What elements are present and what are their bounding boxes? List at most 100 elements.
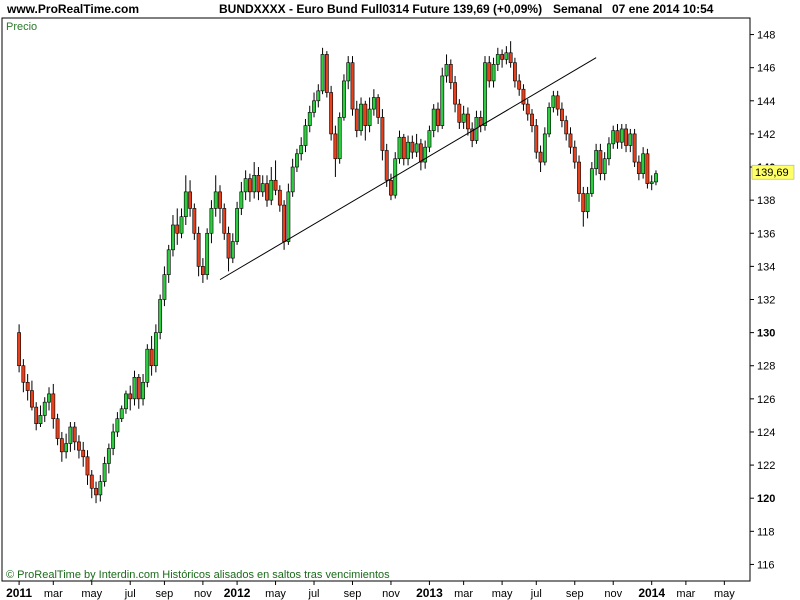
candle — [500, 49, 504, 68]
candle — [615, 123, 620, 149]
candle — [179, 208, 184, 239]
candle-body — [192, 208, 197, 234]
candle-body — [542, 133, 547, 163]
candle — [192, 203, 197, 240]
candle-body — [256, 175, 261, 193]
candle — [333, 125, 338, 177]
candle — [153, 324, 158, 373]
candle — [641, 147, 646, 179]
candle — [188, 180, 192, 217]
y-tick-label: 136 — [757, 228, 775, 240]
candle — [628, 128, 633, 153]
x-tick-label: mar — [44, 588, 63, 600]
candle-body — [295, 153, 299, 168]
candle — [589, 162, 594, 197]
candle — [427, 125, 432, 153]
x-tick-label: jul — [530, 588, 542, 600]
site-name[interactable]: www.ProRealTime.com — [7, 2, 140, 16]
candle-body — [68, 426, 73, 444]
candle — [248, 173, 252, 202]
x-tick-label: sep — [156, 588, 174, 600]
candle — [513, 57, 517, 88]
candle-body — [265, 183, 269, 201]
y-tick-label: 146 — [757, 63, 775, 75]
candle-body — [478, 117, 483, 126]
candle-body — [218, 191, 222, 209]
candle-body — [641, 153, 646, 174]
candle — [350, 56, 355, 116]
candle — [149, 335, 154, 376]
candle — [158, 294, 163, 340]
candle — [645, 148, 650, 189]
candle — [25, 374, 30, 401]
candle-body — [124, 393, 128, 410]
candle — [64, 433, 69, 459]
candle-body — [354, 108, 359, 131]
candle — [363, 100, 368, 141]
candle — [316, 84, 321, 108]
candle-body — [260, 183, 265, 193]
candle-body — [286, 191, 291, 242]
candle — [354, 100, 359, 138]
candle-body — [645, 153, 650, 184]
candle-body — [457, 103, 462, 123]
candle-body — [149, 348, 154, 367]
x-tick-label: may — [492, 588, 513, 600]
candle — [551, 90, 556, 113]
candle-body — [363, 103, 368, 126]
candle-body — [17, 332, 21, 367]
candle — [555, 90, 560, 116]
candle — [611, 125, 616, 149]
candle — [491, 57, 496, 88]
candle-body — [431, 108, 436, 131]
candle — [85, 450, 90, 485]
candle-body — [235, 208, 239, 242]
candle — [487, 56, 492, 88]
y-tick-label: 130 — [757, 328, 775, 340]
candle-body — [85, 456, 90, 476]
candle — [440, 67, 445, 129]
x-tick-label: nov — [194, 588, 212, 600]
y-tick-label: 138 — [757, 195, 775, 207]
candle-body — [47, 393, 51, 403]
candle-body — [34, 406, 39, 424]
candle — [239, 181, 244, 216]
candle — [51, 383, 56, 429]
candle — [89, 470, 94, 499]
candle — [273, 160, 278, 196]
candle — [397, 130, 402, 164]
candle-body — [487, 62, 492, 82]
candle — [295, 148, 299, 172]
candle — [572, 140, 577, 169]
x-tick-label: mar — [454, 588, 473, 600]
candle-body — [171, 224, 175, 251]
candle — [607, 137, 611, 166]
candle — [465, 107, 470, 136]
candle-body — [239, 191, 244, 209]
candle-body — [555, 95, 560, 110]
candle — [453, 75, 457, 113]
trendline[interactable] — [219, 57, 597, 281]
candle — [346, 56, 351, 90]
candle — [55, 413, 60, 446]
candle-body — [513, 62, 517, 82]
candle — [166, 244, 171, 283]
candle-body — [568, 133, 573, 148]
candle — [222, 203, 227, 240]
candle-body — [389, 179, 393, 196]
candle-body — [589, 168, 594, 194]
candle-body — [367, 108, 372, 126]
candle-body — [324, 54, 329, 93]
x-tick-label: nov — [382, 588, 400, 600]
candle-body — [290, 166, 295, 193]
footer-note: © ProRealTime by Interdin.com Históricos… — [6, 569, 390, 581]
candle — [534, 119, 539, 159]
y-tick-label: 120 — [757, 493, 775, 505]
candle-body — [222, 208, 227, 234]
candle — [290, 158, 295, 197]
candle-body — [406, 141, 410, 160]
candle — [243, 170, 248, 201]
candle-body — [162, 274, 167, 300]
candle-body — [320, 54, 325, 92]
